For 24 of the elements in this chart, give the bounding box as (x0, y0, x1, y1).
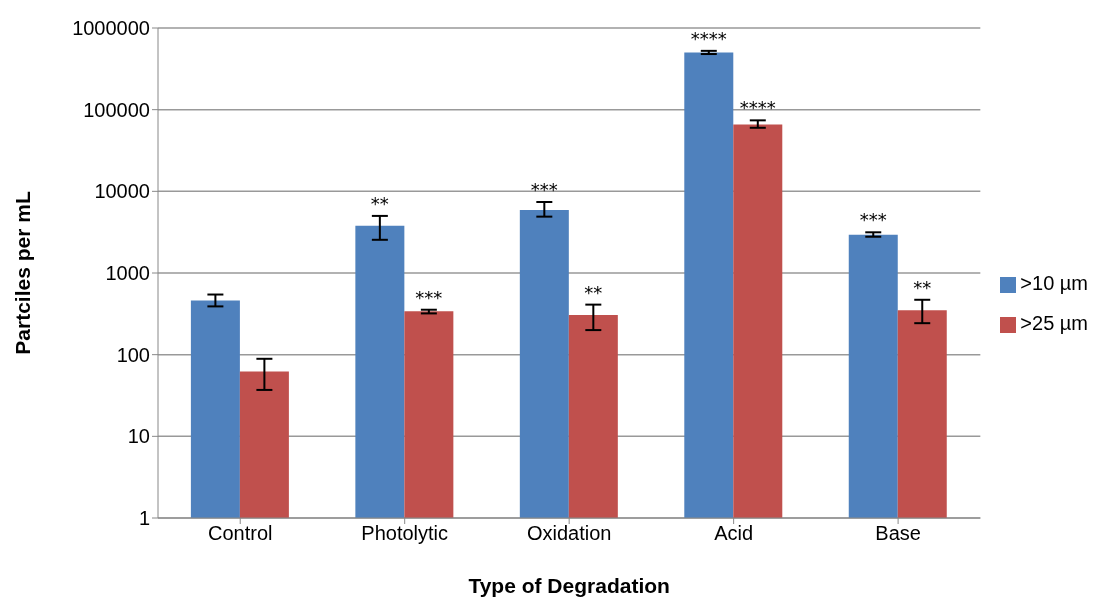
x-tick-label: Base (875, 522, 921, 545)
legend-label: >25 µm (1020, 312, 1088, 334)
y-tick-label: 1000 (105, 262, 150, 285)
legend-label: >10 µm (1020, 272, 1088, 294)
x-tick-label: Control (207, 522, 273, 545)
y-axis-title: Partciles per mL (11, 191, 35, 355)
y-tick-label: 10000 (94, 180, 150, 203)
y-tick-label: 1 (138, 507, 150, 530)
annotation: **** (739, 97, 776, 119)
x-axis-title: Type of Degradation (468, 574, 670, 597)
annotation: ** (913, 276, 932, 298)
annotation: **** (690, 27, 727, 49)
x-tick-label: Photolytic (361, 522, 449, 545)
annotation: ** (584, 281, 603, 303)
y-tick-label: 100 (116, 343, 150, 366)
x-tick-label: Acid (714, 522, 754, 545)
y-tick-label: 100000 (83, 98, 150, 121)
annotation: *** (859, 209, 887, 231)
y-tick-label: 10 (127, 425, 150, 448)
y-tick-label: 1000000 (72, 17, 150, 40)
annotation: *** (530, 179, 558, 201)
annotation: *** (415, 286, 443, 308)
annotation: ** (370, 192, 389, 214)
x-tick-label: Oxidation (526, 522, 612, 545)
